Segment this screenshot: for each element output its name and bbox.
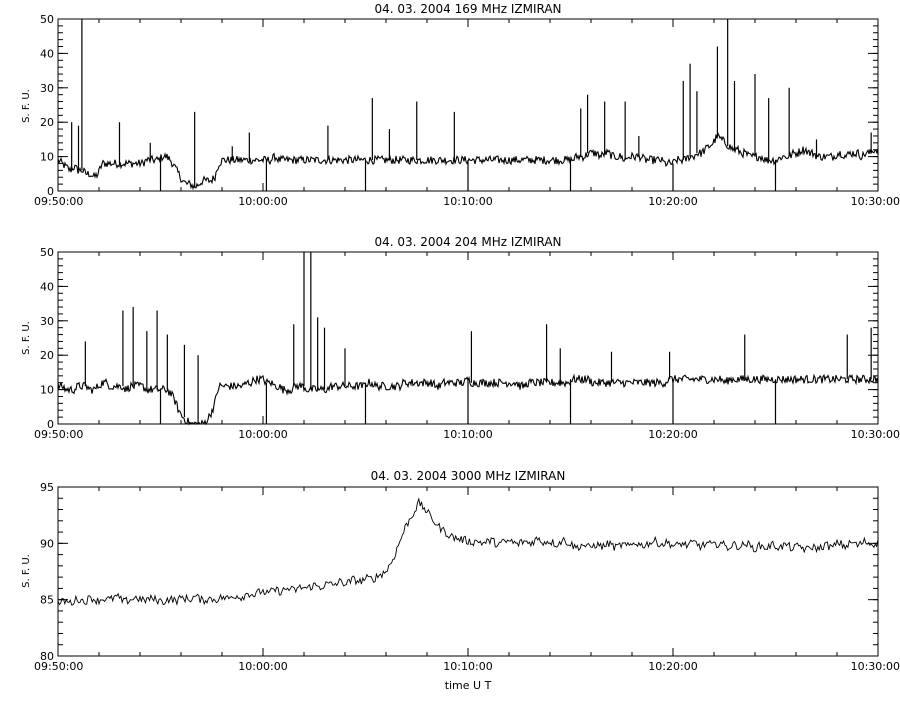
- x-tick-label: 10:00:00: [238, 428, 287, 441]
- x-tick-label: 10:30:00: [851, 428, 900, 441]
- y-tick-label: 30: [40, 82, 54, 95]
- x-tick-label: 10:20:00: [648, 428, 697, 441]
- x-tick-label: 10:20:00: [648, 660, 697, 673]
- y-tick-label: 90: [40, 537, 54, 550]
- plot-frame-3000mhz: [57, 486, 879, 657]
- x-tick-label: 10:10:00: [443, 195, 492, 208]
- x-tick-label: 10:20:00: [648, 195, 697, 208]
- y-tick-label: 50: [40, 246, 54, 259]
- y-tick-label: 40: [40, 47, 54, 60]
- plot-frame-169mhz: [57, 18, 879, 192]
- panel-3000mhz: 04. 03. 2004 3000 MHz IZMIRAN S. F. U. 0…: [21, 469, 900, 673]
- tick-labels-3000mhz: 09:50:00 10:00:00 10:10:00 10:20:00 10:30:00…: [34, 481, 900, 673]
- y-tick-label: 10: [40, 384, 54, 397]
- tick-labels-204mhz: 09:50:00 10:00:00 10:10:00 10:20:00 10:30:00…: [34, 246, 900, 441]
- x-tick-label: 10:00:00: [238, 660, 287, 673]
- series-204mhz: [57, 252, 879, 426]
- x-tick-label: 09:50:00: [34, 195, 83, 208]
- y-tick-label: 80: [40, 650, 54, 663]
- y-tick-label: 20: [40, 349, 54, 362]
- y-axis-label-204mhz: S. F. U.: [21, 321, 32, 355]
- x-tick-label: 10:00:00: [238, 195, 287, 208]
- axis-ticks-3000mhz: [57, 486, 879, 657]
- x-tick-label: 10:30:00: [851, 195, 900, 208]
- y-axis-label-3000mhz: S. F. U.: [21, 554, 32, 588]
- y-tick-label: 10: [40, 151, 54, 164]
- y-tick-label: 85: [40, 594, 54, 607]
- panel-title-169mhz: 04. 03. 2004 169 MHz IZMIRAN: [374, 2, 561, 16]
- x-tick-label: 10:10:00: [443, 660, 492, 673]
- panel-169mhz: 04. 03. 2004 169 MHz IZMIRAN S. F. U. 09…: [21, 2, 900, 208]
- y-tick-label: 20: [40, 116, 54, 129]
- y-tick-label: 95: [40, 481, 54, 494]
- panel-title-3000mhz: 04. 03. 2004 3000 MHz IZMIRAN: [371, 469, 566, 483]
- series-line: [57, 497, 879, 606]
- y-tick-label: 30: [40, 315, 54, 328]
- x-tick-label: 09:50:00: [34, 428, 83, 441]
- x-axis-label: time U T: [445, 679, 492, 692]
- series-3000mhz: [57, 497, 879, 606]
- panel-title-204mhz: 04. 03. 2004 204 MHz IZMIRAN: [374, 235, 561, 249]
- y-tick-label: 40: [40, 280, 54, 293]
- x-tick-label: 09:50:00: [34, 660, 83, 673]
- y-tick-label: 0: [47, 185, 54, 198]
- y-tick-label: 0: [47, 418, 54, 431]
- x-tick-label: 10:30:00: [851, 660, 900, 673]
- x-tick-label: 10:10:00: [443, 428, 492, 441]
- series-169mhz: [57, 19, 879, 191]
- plot-frame-204mhz: [57, 251, 879, 425]
- y-tick-label: 50: [40, 13, 54, 26]
- y-axis-label-169mhz: S. F. U.: [21, 89, 32, 123]
- tick-labels-169mhz: 09:50:00 10:00:00 10:10:00 10:20:00 10:30:00…: [34, 13, 900, 208]
- panel-204mhz: 04. 03. 2004 204 MHz IZMIRAN S. F. U. 09…: [21, 235, 900, 441]
